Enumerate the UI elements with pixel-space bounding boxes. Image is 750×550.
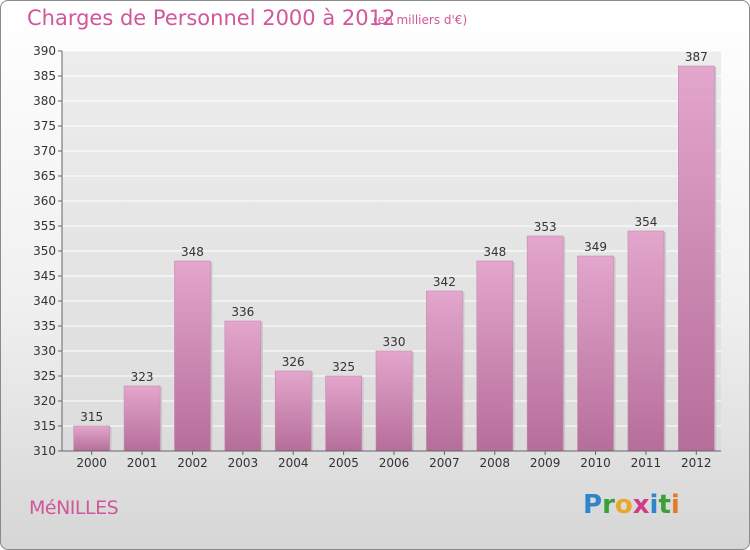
logo-letter: i [649,490,659,520]
data-label: 387 [685,50,708,64]
data-label: 330 [383,335,406,349]
data-label: 348 [181,245,204,259]
y-tick-label: 340 [33,294,56,308]
x-tick-label: 2012 [681,456,712,470]
y-tick-label: 365 [33,169,56,183]
x-tick-label: 2003 [228,456,259,470]
bar-2011 [627,230,665,452]
y-tick-label: 360 [33,194,56,208]
y-tick-label: 310 [33,444,56,458]
y-tick-label: 390 [33,44,56,58]
data-label: 323 [131,370,154,384]
data-label: 325 [332,360,355,374]
bar-2001 [123,385,161,452]
bar-2012 [678,65,715,452]
x-tick-label: 2000 [76,456,107,470]
data-label: 342 [433,275,456,289]
data-label: 353 [534,220,557,234]
y-tick-label: 385 [33,69,56,83]
y-tick-label: 330 [33,344,56,358]
y-tick-label: 380 [33,94,56,108]
y-tick-label: 350 [33,244,56,258]
bar-2006 [375,350,413,452]
x-tick-label: 2011 [631,456,662,470]
y-tick-label: 355 [33,219,56,233]
chart-title: Charges de Personnel 2000 à 2012 [27,6,396,30]
town-name: MéNILLES [29,497,119,519]
bar-2004 [274,370,312,452]
logo-letter: i [670,490,680,520]
y-tick-label: 335 [33,319,56,333]
x-tick-label: 2010 [580,456,611,470]
data-label: 354 [634,215,657,229]
y-tick-label: 345 [33,269,56,283]
x-tick-label: 2002 [177,456,208,470]
bar-2000 [73,425,110,452]
logo-letter: o [614,490,633,520]
logo-letter: P [583,490,603,520]
data-label: 326 [282,355,305,369]
x-tick-label: 2008 [479,456,510,470]
logo-letter: r [602,490,615,520]
y-tick-label: 315 [33,419,56,433]
logo-letter: t [658,490,671,520]
y-tick-label: 320 [33,394,56,408]
x-tick-label: 2009 [530,456,561,470]
x-tick-label: 2001 [127,456,158,470]
bar-2008 [476,260,514,452]
y-tick-label: 370 [33,144,56,158]
logo-letter: x [632,490,650,520]
bar-2007 [426,290,463,452]
data-label: 315 [80,410,103,424]
chart-subtitle: (en milliers d'€) [373,13,468,27]
y-axis: 310 315 320 325 330 335 340 345 350 355 360 365 370 3… [33,44,63,458]
y-tick-label: 375 [33,119,56,133]
bar-2002 [174,260,211,452]
bar-2003 [224,320,262,452]
x-tick-label: 2004 [278,456,309,470]
x-tick-label: 2007 [429,456,460,470]
data-label: 336 [231,305,254,319]
data-label: 349 [584,240,607,254]
proxiti-logo: Proxiti [583,490,680,520]
y-tick-label: 325 [33,369,56,383]
x-tick-label: 2005 [328,456,359,470]
x-axis: 2000 2001 2002 2003 2004 2005 2006 2007 2008 2009… [62,450,721,470]
bar-2010 [577,255,614,452]
bars: 315 323 348 336 326 325 330 342 348 353 349 354 387 [73,50,717,452]
bar-2005 [325,375,362,452]
x-tick-label: 2006 [379,456,410,470]
data-label: 348 [483,245,506,259]
bar-2009 [526,235,564,452]
